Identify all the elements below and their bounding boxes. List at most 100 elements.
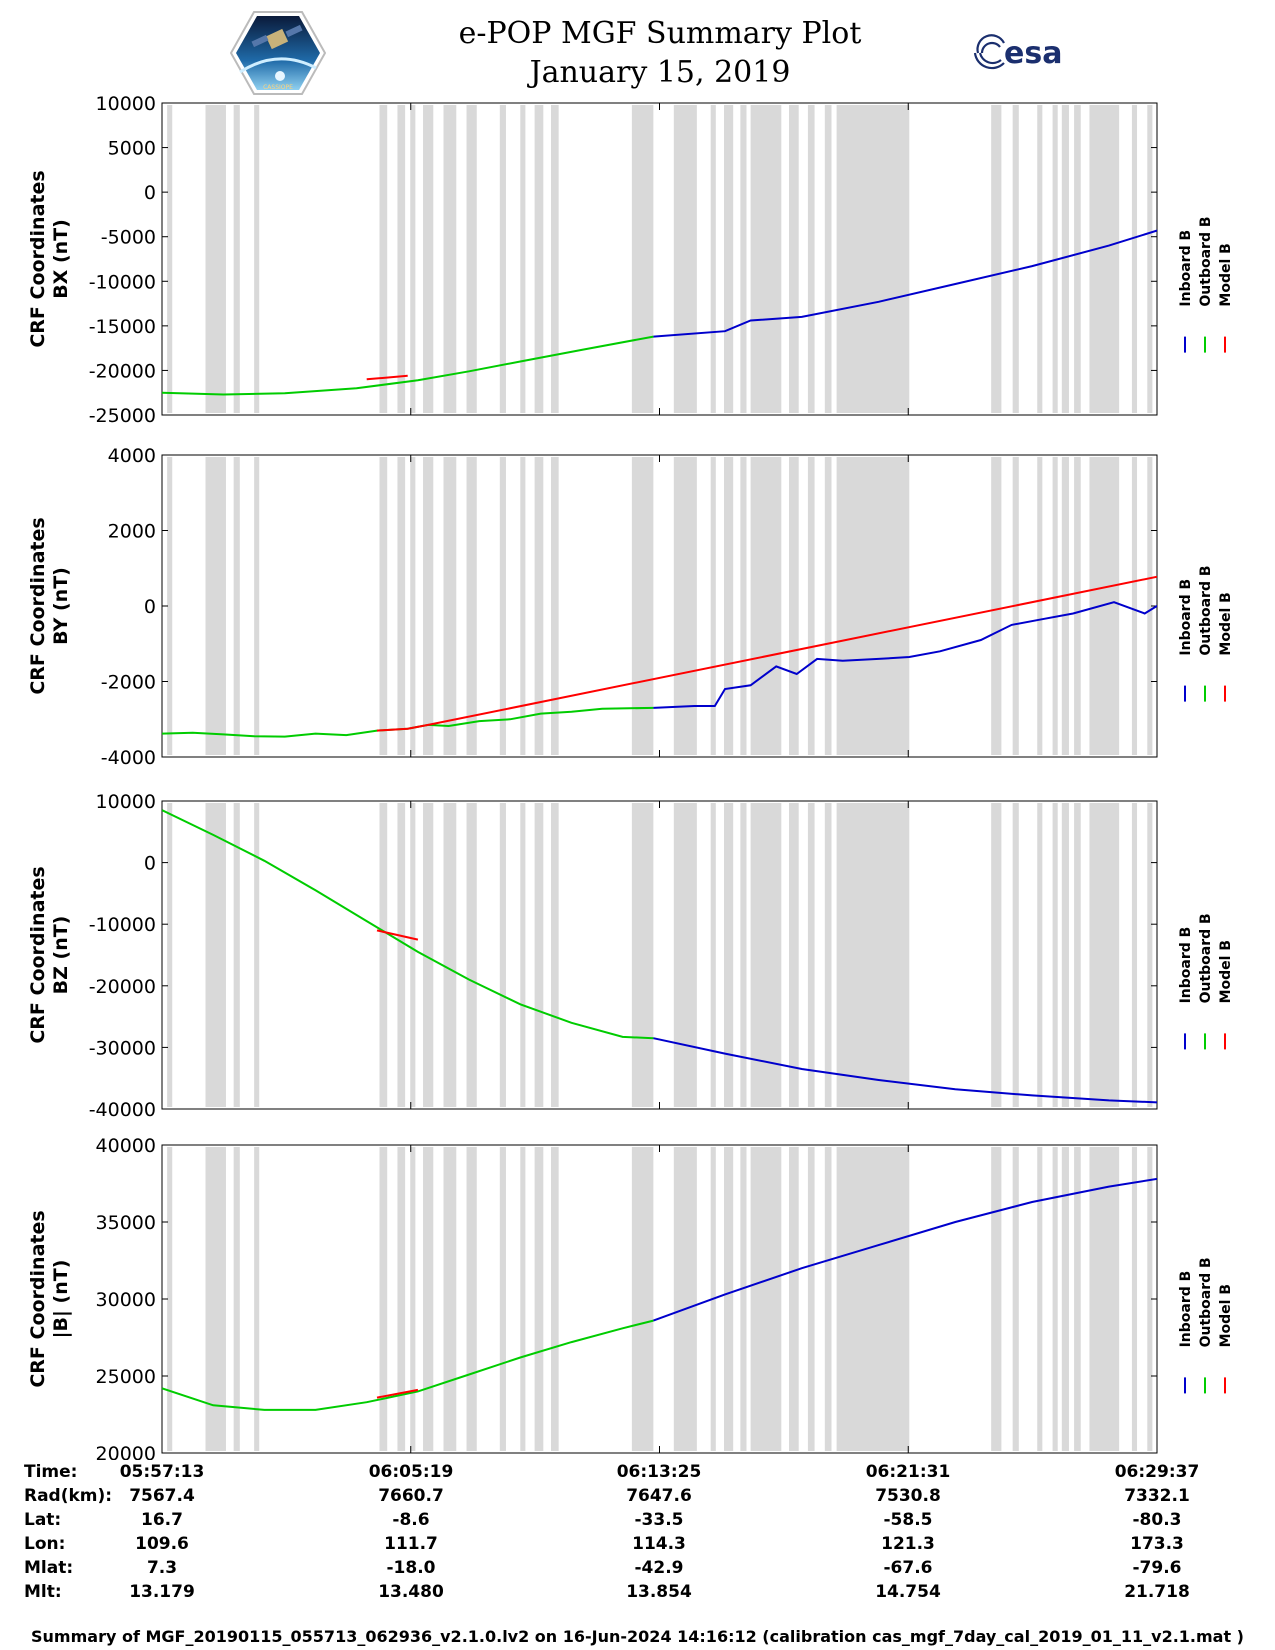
info-cell: 13.854 bbox=[626, 1582, 692, 1602]
legend-label: Inboard B bbox=[1178, 1271, 1194, 1348]
data-gap-band bbox=[379, 1147, 388, 1451]
data-gap-band bbox=[520, 457, 526, 755]
y-tick-label: -4000 bbox=[101, 747, 156, 769]
y-axis-label-line1: CRF Coordinates bbox=[27, 170, 49, 347]
data-gap-band bbox=[673, 803, 697, 1107]
info-cell: 13.480 bbox=[378, 1582, 444, 1602]
data-gap-band bbox=[1089, 105, 1120, 413]
data-gap-band bbox=[1147, 1147, 1153, 1451]
info-cell: 173.3 bbox=[1130, 1534, 1184, 1554]
data-gap-band bbox=[631, 457, 654, 755]
info-cell: 06:21:31 bbox=[865, 1462, 951, 1482]
data-gap-band bbox=[205, 457, 226, 755]
y-tick-label: 2000 bbox=[108, 521, 156, 543]
data-gap-band bbox=[167, 803, 173, 1107]
data-gap-band bbox=[750, 1147, 782, 1451]
y-tick-label: 20000 bbox=[96, 1443, 156, 1460]
data-gap-band bbox=[631, 1147, 654, 1451]
data-gap-band bbox=[534, 457, 544, 755]
y-tick-label: -20000 bbox=[89, 360, 156, 382]
data-gap-band bbox=[499, 803, 506, 1107]
data-gap-band bbox=[836, 803, 910, 1107]
data-gap-band bbox=[807, 105, 815, 413]
data-gap-band bbox=[1037, 457, 1043, 755]
data-gap-band bbox=[443, 1147, 457, 1451]
info-cell: -33.5 bbox=[634, 1510, 684, 1530]
legend-label: Model B bbox=[1218, 592, 1234, 655]
data-gap-band bbox=[379, 105, 388, 413]
info-row-label: Rad(km): bbox=[24, 1486, 113, 1506]
data-gap-band bbox=[1052, 803, 1058, 1107]
info-cell: 7332.1 bbox=[1124, 1486, 1190, 1506]
data-gap-band bbox=[520, 105, 526, 413]
data-gap-band bbox=[423, 457, 434, 755]
y-tick-label: -5000 bbox=[101, 227, 156, 249]
data-gap-band bbox=[1147, 105, 1153, 413]
cassiope-logo-text: CASSIOPE bbox=[263, 84, 293, 91]
data-gap-band bbox=[1131, 803, 1138, 1107]
panel-frame bbox=[161, 800, 1158, 1110]
data-gap-band bbox=[397, 457, 406, 755]
y-tick-label: -15000 bbox=[89, 316, 156, 338]
data-gap-band bbox=[379, 457, 388, 755]
info-cell: -67.6 bbox=[883, 1558, 933, 1578]
data-gap-band bbox=[824, 105, 832, 413]
y-axis-label: CRF CoordinatesBX (nT) bbox=[27, 170, 72, 347]
legend-label: Outboard B bbox=[1198, 913, 1214, 1003]
data-gap-band bbox=[443, 457, 457, 755]
series-inboard-b bbox=[653, 1037, 1157, 1104]
info-cell: 21.718 bbox=[1124, 1582, 1190, 1602]
data-gap-band bbox=[233, 105, 240, 413]
data-gap-band bbox=[1061, 803, 1069, 1107]
legend-label: Inboard B bbox=[1178, 579, 1194, 656]
data-gap-band bbox=[254, 803, 260, 1107]
y-tick-label: -40000 bbox=[89, 1099, 156, 1121]
info-cell: 111.7 bbox=[384, 1534, 438, 1554]
data-gap-band bbox=[254, 457, 260, 755]
data-gap-band bbox=[991, 803, 1002, 1107]
cassiope-mission-logo: CASSIOPE bbox=[230, 11, 326, 95]
data-gap-band bbox=[254, 105, 260, 413]
data-gap-band bbox=[1012, 803, 1019, 1107]
data-gap-band bbox=[1089, 803, 1120, 1107]
series-outboard-b bbox=[162, 335, 654, 396]
data-gap-band bbox=[379, 803, 388, 1107]
y-axis-label-line1: CRF Coordinates bbox=[27, 1210, 49, 1387]
legend-label: Model B bbox=[1218, 1284, 1234, 1347]
legend-label: Outboard B bbox=[1198, 216, 1214, 306]
panel-2: 4000 2000 0 -2000 -4000 CRF CoordinatesBY (nT… bbox=[27, 445, 1234, 769]
data-gap-band bbox=[410, 1147, 416, 1451]
data-gap-band bbox=[423, 105, 434, 413]
data-gap-band bbox=[723, 105, 734, 413]
data-gap-band bbox=[550, 1147, 559, 1451]
data-gap-band bbox=[443, 105, 457, 413]
data-gap-band bbox=[167, 105, 173, 413]
y-tick-label: 10000 bbox=[96, 791, 156, 813]
data-gap-band bbox=[1074, 803, 1081, 1107]
data-gap-band bbox=[1131, 1147, 1138, 1451]
info-cell: 06:13:25 bbox=[616, 1462, 702, 1482]
info-cell: -42.9 bbox=[634, 1558, 684, 1578]
series-outboard-b bbox=[162, 809, 654, 1040]
y-tick-label: -20000 bbox=[89, 976, 156, 998]
panel-1: 10000 5000 0 -5000 -10000 -15000 -20000 -25000 C… bbox=[27, 93, 1234, 427]
data-gap-band bbox=[520, 803, 526, 1107]
info-cell: -79.6 bbox=[1132, 1558, 1182, 1578]
data-gap-band bbox=[710, 105, 716, 413]
legend-label: Model B bbox=[1218, 940, 1234, 1003]
data-gap-band bbox=[788, 105, 799, 413]
info-cell: -80.3 bbox=[1132, 1510, 1182, 1530]
info-row-label: Mlat: bbox=[24, 1558, 74, 1578]
y-tick-label: 35000 bbox=[96, 1212, 156, 1234]
panel-frame bbox=[161, 102, 1158, 416]
y-tick-label: 40000 bbox=[96, 1135, 156, 1157]
summary-footer: Summary of MGF_20190115_055713_062936_v2… bbox=[31, 1627, 1244, 1646]
info-cell: 06:05:19 bbox=[368, 1462, 454, 1482]
legend-label: Outboard B bbox=[1198, 1257, 1214, 1347]
y-axis-label-line1: CRF Coordinates bbox=[27, 517, 49, 694]
info-cell: 16.7 bbox=[141, 1510, 183, 1530]
data-gap-band bbox=[723, 1147, 734, 1451]
panel-3: 10000 0 -10000 -20000 -30000 -40000 CRF Coordi… bbox=[27, 791, 1234, 1121]
data-gap-band bbox=[631, 105, 654, 413]
data-gap-band bbox=[534, 803, 544, 1107]
